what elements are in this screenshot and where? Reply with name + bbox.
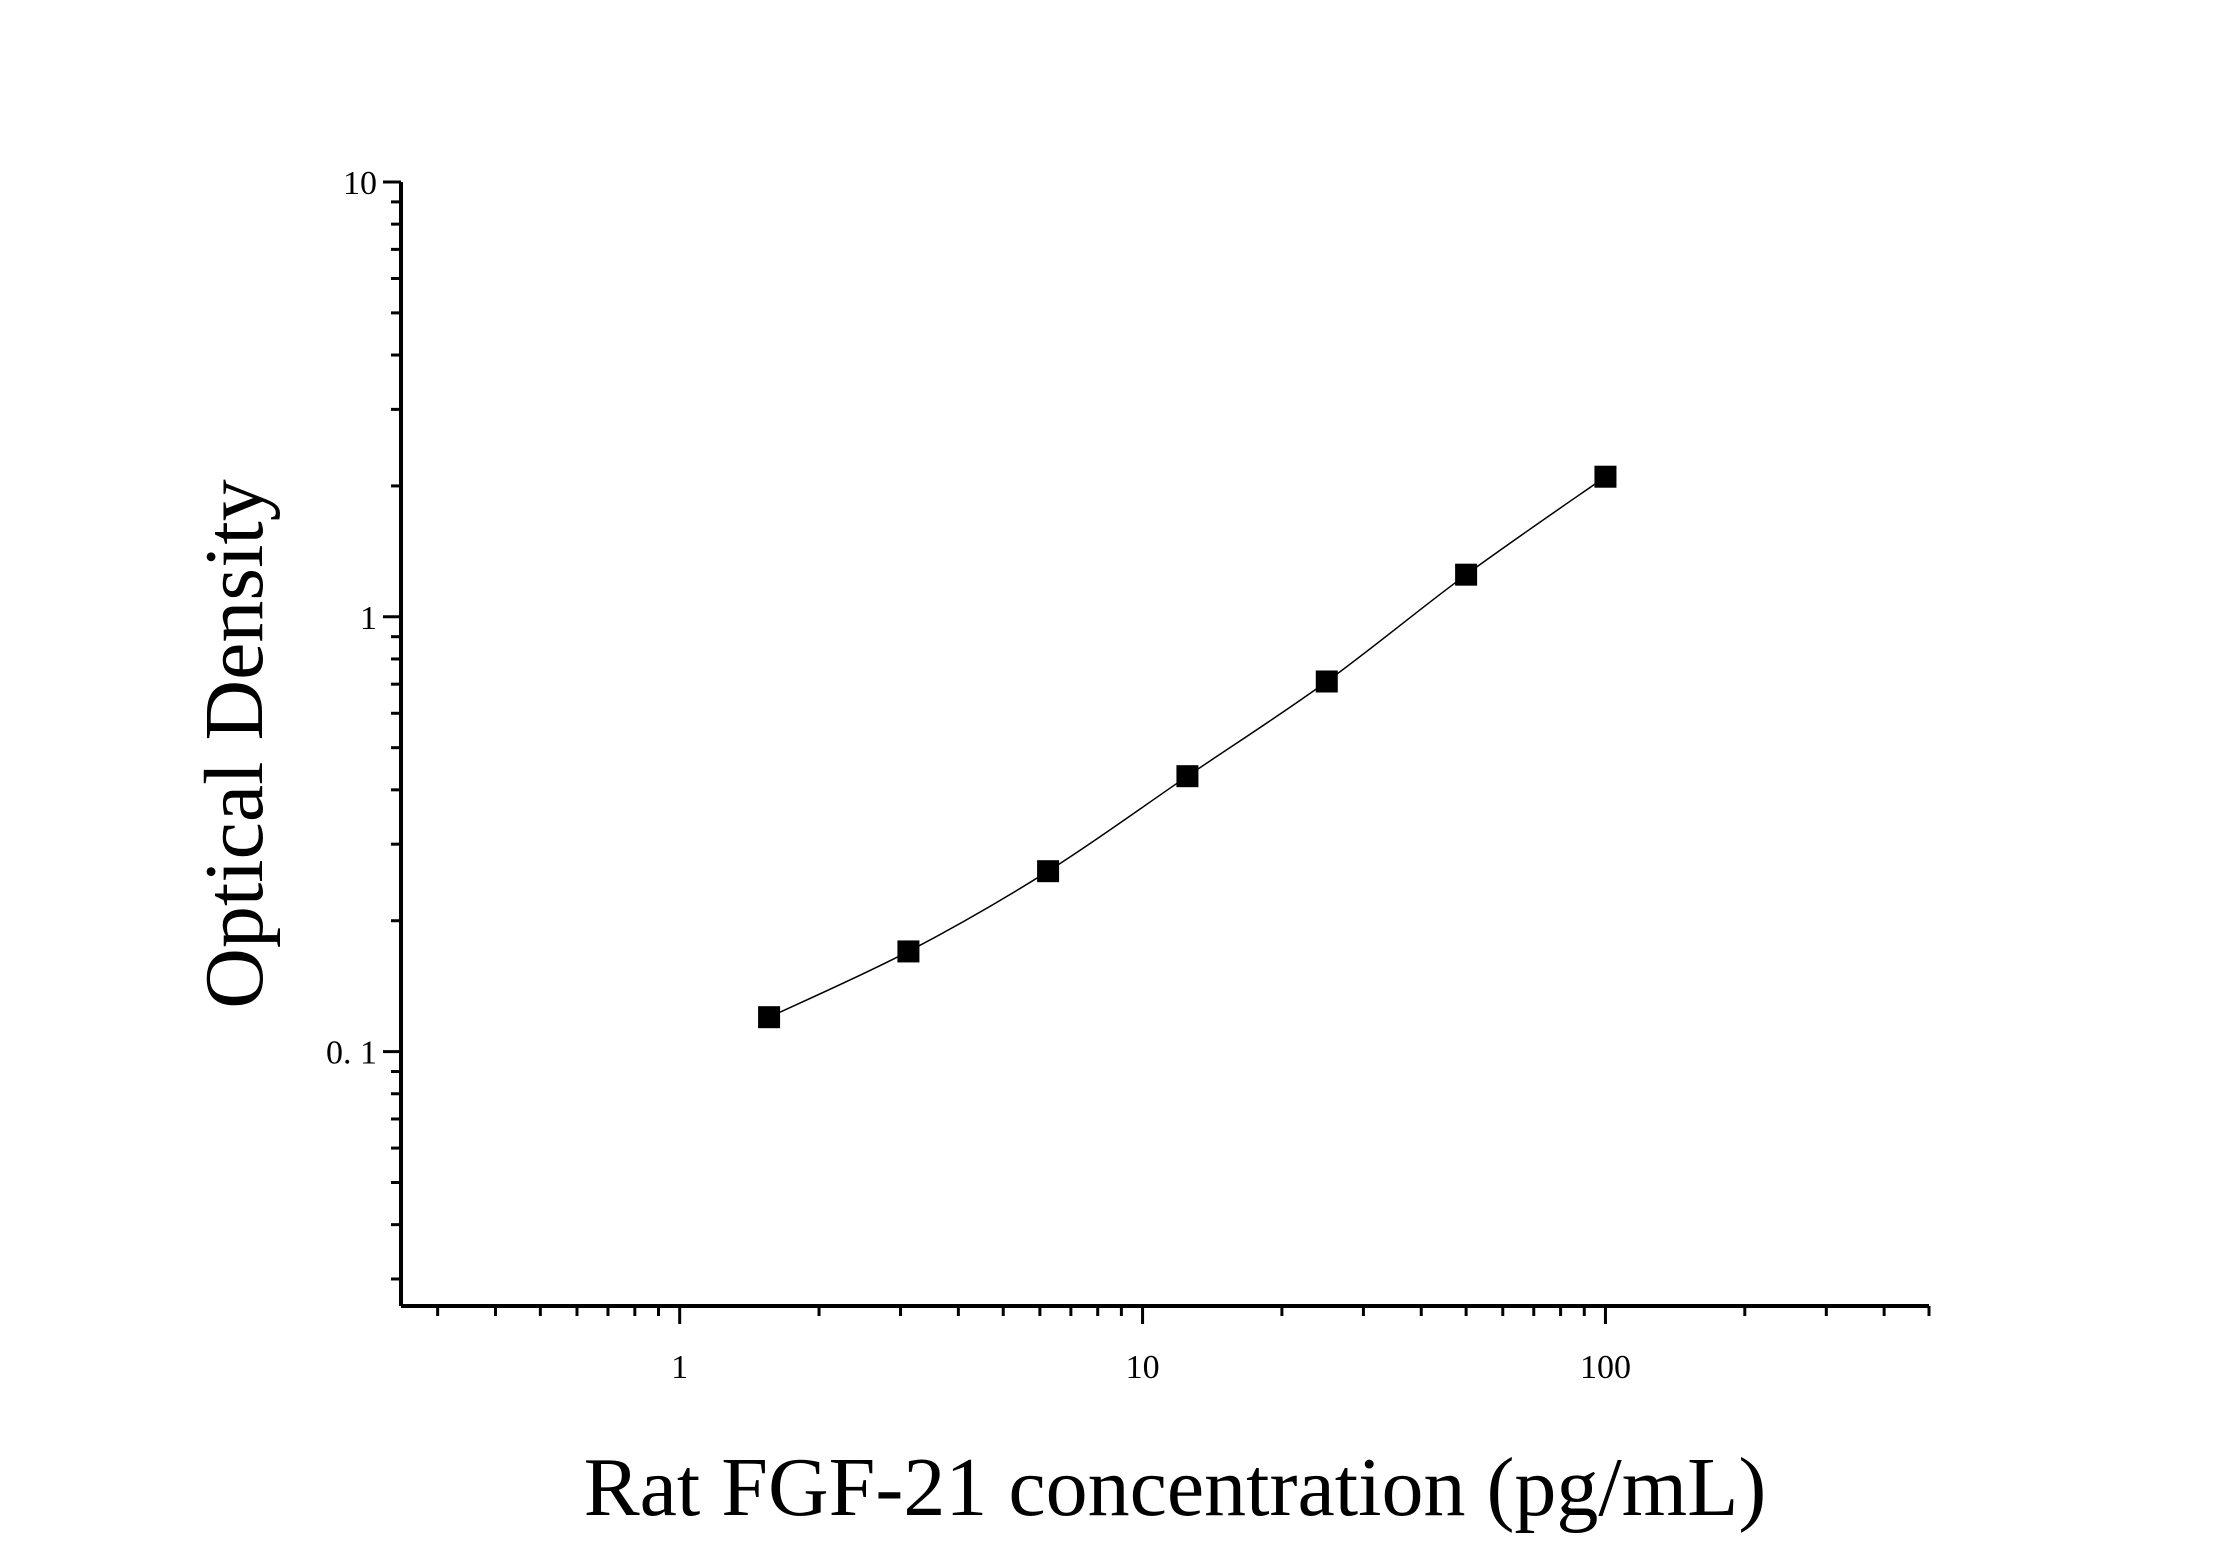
x-tick-label: 1 — [671, 1349, 688, 1386]
fit-curve — [768, 476, 1606, 1018]
data-point — [758, 1006, 781, 1029]
tick-labels: 1 10 100 0. 1 1 10 — [326, 165, 1631, 1386]
y-axis-title: Optical Density — [188, 479, 281, 1009]
data-point — [1037, 860, 1060, 883]
data-point — [1176, 765, 1199, 788]
y-tick-label: 1 — [360, 600, 377, 637]
axes — [399, 182, 1929, 1308]
data-point — [1315, 670, 1338, 693]
y-tick-label: 0. 1 — [326, 1035, 377, 1072]
markers — [758, 465, 1617, 1029]
y-tick-label: 10 — [343, 165, 377, 202]
data-point — [1455, 563, 1478, 586]
data-point — [1594, 465, 1617, 488]
x-tick-label: 10 — [1126, 1349, 1160, 1386]
data-point — [897, 940, 920, 963]
x-tick-label: 100 — [1580, 1349, 1631, 1386]
x-axis-title: Rat FGF-21 concentration (pg/mL) — [584, 1441, 1767, 1534]
ticks — [383, 180, 1931, 1324]
